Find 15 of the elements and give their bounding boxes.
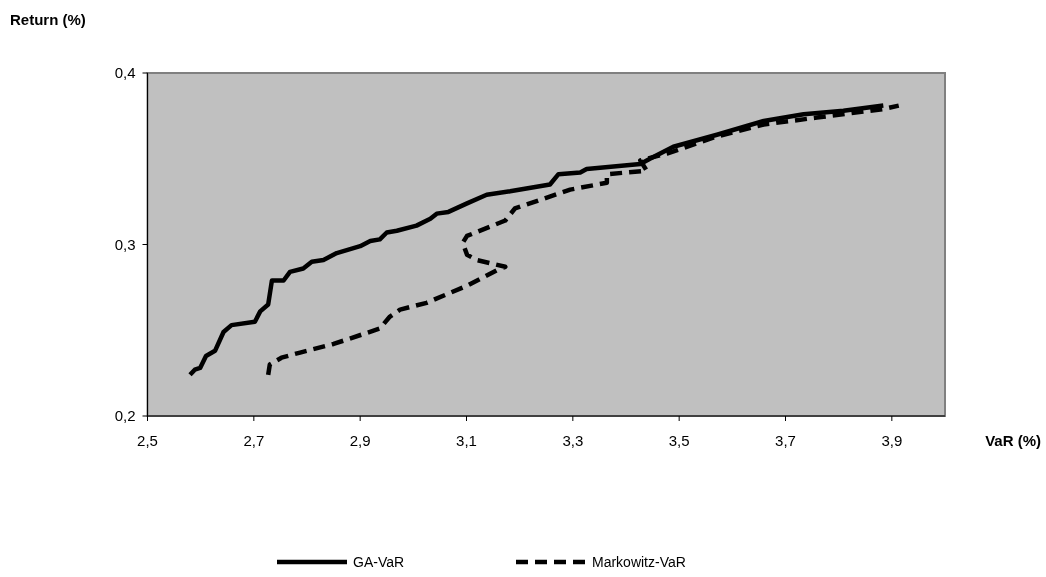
y-tick-label: 0,3 <box>114 235 136 253</box>
y-tick-label: 0,4 <box>114 64 136 81</box>
x-tick-label: 2,5 <box>137 432 158 449</box>
x-axis-title: VaR (%) <box>985 432 1041 449</box>
y-axis-title: Return (%) <box>10 11 86 28</box>
x-tick-label: 3,1 <box>456 432 477 449</box>
y-tick-label: 0,2 <box>114 407 136 424</box>
x-tick-label: 3,3 <box>562 432 584 449</box>
x-tick-label: 2,9 <box>349 432 371 449</box>
x-tick-label: 2,7 <box>243 432 265 449</box>
x-tick-label: 3,7 <box>775 432 796 449</box>
legend-label: Markowitz-VaR <box>592 554 686 570</box>
x-tick-label: 3,9 <box>881 432 903 449</box>
x-tick-label: 3,5 <box>668 432 690 449</box>
legend-label: GA-VaR <box>353 554 405 570</box>
